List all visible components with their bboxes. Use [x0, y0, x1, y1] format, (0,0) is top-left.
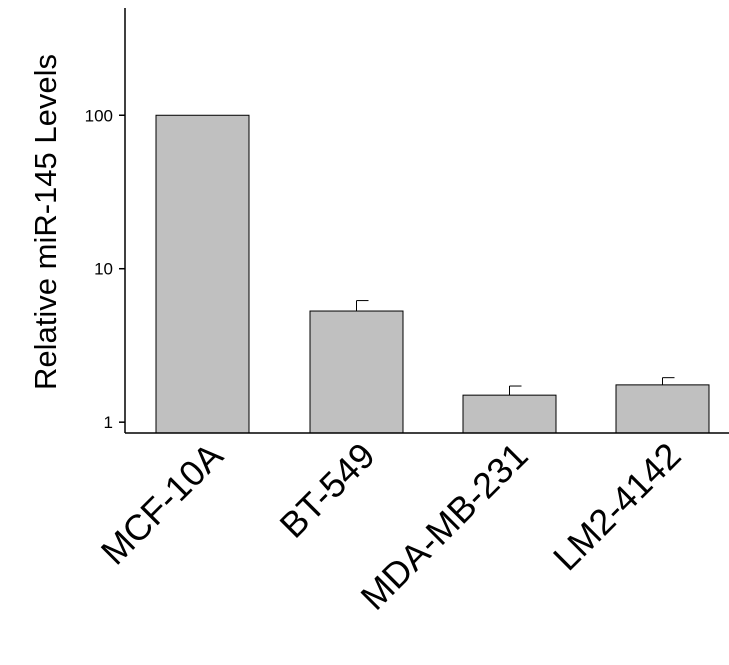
category-label-bt-549: BT-549: [272, 435, 383, 546]
y-tick-label: 1: [104, 413, 113, 432]
category-label-lm2-4142: LM2-4142: [545, 435, 689, 579]
category-label-mcf-10a: MCF-10A: [93, 435, 231, 573]
bars-group: [155, 114, 710, 434]
y-axis-title: Relative miR-145 Levels: [28, 54, 63, 390]
error-bars-group: [356, 300, 675, 396]
bar-bt-549: [309, 310, 404, 434]
bar-mda-mb-231: [462, 394, 557, 434]
bar-mcf-10a: [155, 114, 250, 434]
bar-lm2-4142: [615, 384, 710, 434]
y-ticks-group: 1 10 100: [85, 106, 125, 432]
y-tick-label: 100: [85, 106, 113, 125]
y-tick-label: 10: [94, 260, 113, 279]
